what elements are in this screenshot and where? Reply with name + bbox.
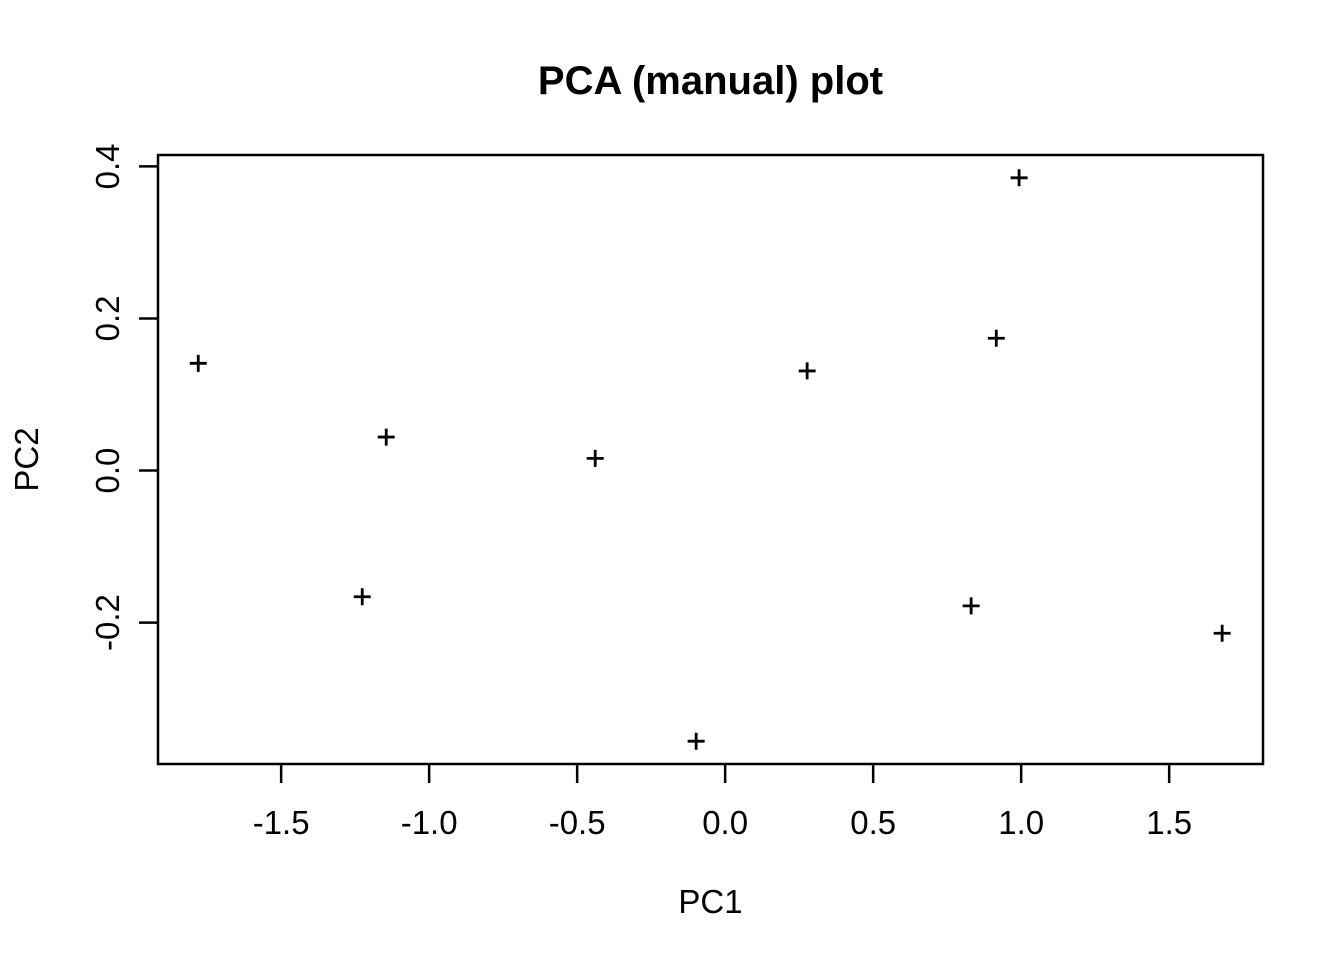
data-point-marker xyxy=(962,597,980,615)
y-tick-label: 0.2 xyxy=(89,296,126,342)
y-tick-label: 0.4 xyxy=(89,143,126,189)
data-point-marker xyxy=(586,449,604,467)
data-point-marker xyxy=(987,329,1005,347)
x-tick-label: 1.0 xyxy=(998,804,1044,841)
data-point-marker xyxy=(798,362,816,380)
y-axis-label: PC2 xyxy=(8,427,45,491)
x-axis-ticks: -1.5 -1.0 -0.5 0.0 0.5 1.0 1.5 xyxy=(253,764,1192,841)
y-tick-label: -0.2 xyxy=(89,594,126,651)
data-point-marker xyxy=(1010,169,1028,187)
plot-title: PCA (manual) plot xyxy=(538,59,883,103)
x-tick-label: -1.5 xyxy=(253,804,310,841)
y-tick-label: 0.0 xyxy=(89,448,126,494)
data-point-marker xyxy=(687,732,705,750)
data-point-marker xyxy=(353,588,371,606)
x-tick-label: -1.0 xyxy=(401,804,458,841)
y-axis-ticks: -0.2 0.0 0.2 0.4 xyxy=(89,143,158,651)
data-point-marker xyxy=(377,428,395,446)
x-tick-label: 0.0 xyxy=(702,804,748,841)
x-tick-label: 1.5 xyxy=(1146,804,1192,841)
data-point-marker xyxy=(1213,624,1231,642)
data-points xyxy=(189,169,1231,750)
x-tick-label: 0.5 xyxy=(850,804,896,841)
data-point-marker xyxy=(189,354,207,372)
plot-box xyxy=(156,153,1265,766)
x-tick-label: -0.5 xyxy=(549,804,606,841)
x-axis-label: PC1 xyxy=(678,883,742,920)
